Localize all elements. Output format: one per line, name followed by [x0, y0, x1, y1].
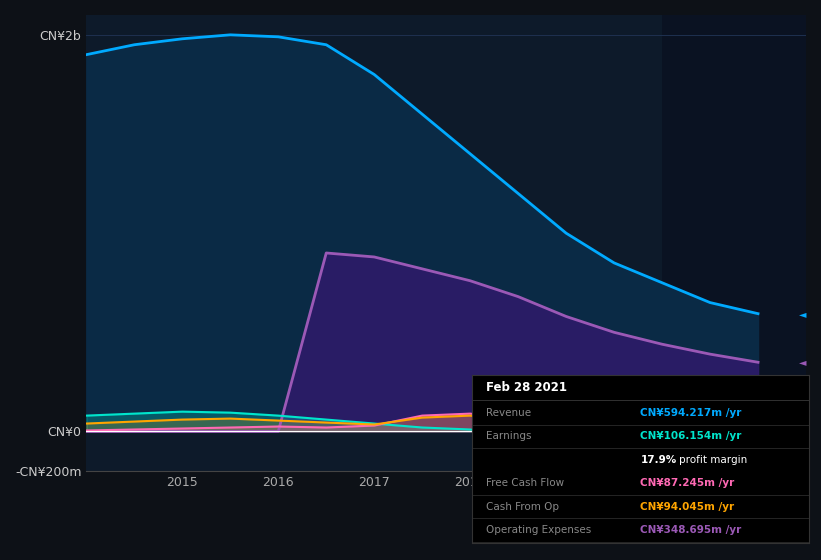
Text: Feb 28 2021: Feb 28 2021	[485, 381, 566, 394]
Text: Revenue: Revenue	[485, 408, 530, 418]
Text: Free Cash Flow: Free Cash Flow	[485, 478, 564, 488]
Text: CN¥94.045m /yr: CN¥94.045m /yr	[640, 502, 735, 511]
Text: CN¥87.245m /yr: CN¥87.245m /yr	[640, 478, 735, 488]
Text: Cash From Op: Cash From Op	[485, 502, 558, 511]
Text: 17.9%: 17.9%	[640, 455, 677, 465]
Text: CN¥348.695m /yr: CN¥348.695m /yr	[640, 525, 741, 535]
Text: ◄: ◄	[799, 456, 806, 466]
Text: Earnings: Earnings	[485, 431, 531, 441]
Bar	[662, 15, 806, 471]
Text: CN¥106.154m /yr: CN¥106.154m /yr	[640, 431, 741, 441]
Text: profit margin: profit margin	[679, 455, 747, 465]
Text: ◄: ◄	[799, 357, 806, 367]
Text: CN¥594.217m /yr: CN¥594.217m /yr	[640, 408, 741, 418]
Text: Operating Expenses: Operating Expenses	[485, 525, 591, 535]
Text: ◄: ◄	[799, 309, 806, 319]
